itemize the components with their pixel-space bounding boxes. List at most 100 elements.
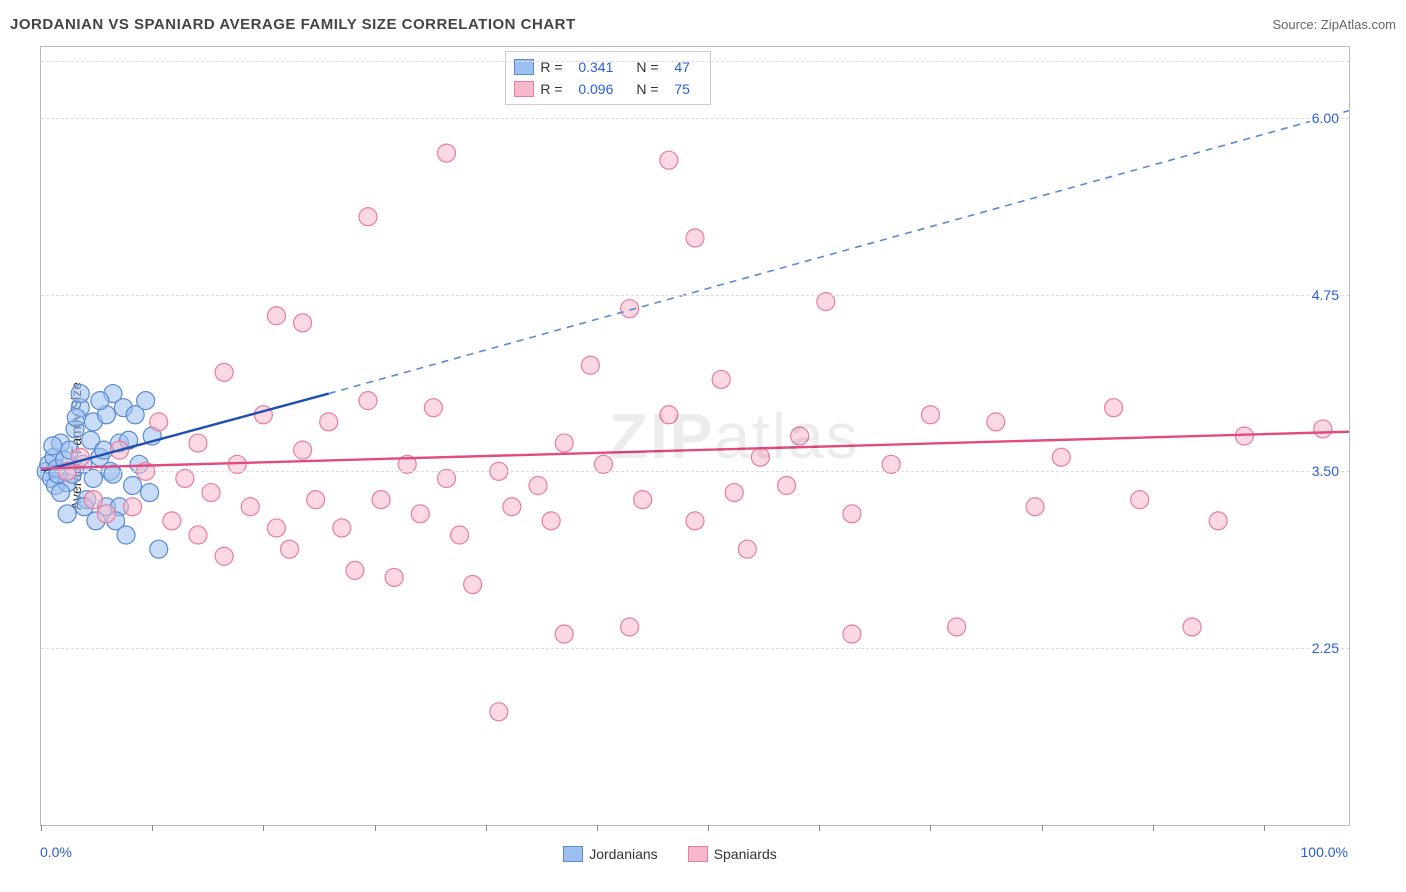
scatter-point bbox=[359, 392, 377, 410]
scatter-point bbox=[215, 363, 233, 381]
scatter-point bbox=[581, 356, 599, 374]
scatter-point bbox=[91, 392, 109, 410]
scatter-point bbox=[725, 484, 743, 502]
chart-area: ZIPatlas R =0.341N =47R =0.096N =75 6.00… bbox=[40, 46, 1350, 826]
scatter-point bbox=[320, 413, 338, 431]
scatter-point bbox=[281, 540, 299, 558]
scatter-point bbox=[1105, 399, 1123, 417]
legend-stat-row: R =0.096N =75 bbox=[514, 78, 702, 100]
legend-swatch bbox=[688, 846, 708, 862]
title-bar: JORDANIAN VS SPANIARD AVERAGE FAMILY SIZ… bbox=[10, 10, 1396, 38]
scatter-point bbox=[189, 434, 207, 452]
scatter-point bbox=[1314, 420, 1332, 438]
scatter-point bbox=[150, 540, 168, 558]
x-tick bbox=[597, 825, 598, 831]
scatter-point bbox=[124, 498, 142, 516]
scatter-point bbox=[294, 441, 312, 459]
scatter-point bbox=[686, 229, 704, 247]
scatter-point bbox=[267, 519, 285, 537]
gridline bbox=[41, 648, 1349, 649]
scatter-point bbox=[84, 491, 102, 509]
scatter-point bbox=[1183, 618, 1201, 636]
scatter-point bbox=[490, 703, 508, 721]
legend-series-label: Spaniards bbox=[714, 846, 777, 862]
legend-r-value: 0.096 bbox=[578, 81, 630, 97]
plot-svg bbox=[41, 47, 1349, 825]
scatter-point bbox=[67, 409, 85, 427]
x-axis-min-label: 0.0% bbox=[40, 844, 72, 860]
scatter-point bbox=[621, 618, 639, 636]
x-tick bbox=[1264, 825, 1265, 831]
scatter-point bbox=[1052, 448, 1070, 466]
legend-series-item: Spaniards bbox=[688, 846, 777, 862]
gridline bbox=[41, 118, 1349, 119]
legend-swatch bbox=[563, 846, 583, 862]
scatter-point bbox=[117, 526, 135, 544]
x-tick bbox=[375, 825, 376, 831]
x-tick bbox=[486, 825, 487, 831]
legend-n-label: N = bbox=[636, 81, 668, 97]
x-tick bbox=[930, 825, 931, 831]
x-tick bbox=[1153, 825, 1154, 831]
scatter-point bbox=[542, 512, 560, 530]
chart-title: JORDANIAN VS SPANIARD AVERAGE FAMILY SIZ… bbox=[10, 16, 576, 33]
scatter-point bbox=[555, 625, 573, 643]
y-tick-label: 6.00 bbox=[1310, 110, 1341, 126]
scatter-point bbox=[104, 465, 122, 483]
y-tick-label: 2.25 bbox=[1310, 640, 1341, 656]
x-tick bbox=[41, 825, 42, 831]
scatter-point bbox=[346, 561, 364, 579]
scatter-point bbox=[137, 392, 155, 410]
scatter-point bbox=[141, 484, 159, 502]
scatter-point bbox=[437, 144, 455, 162]
scatter-point bbox=[58, 505, 76, 523]
scatter-point bbox=[660, 151, 678, 169]
scatter-point bbox=[843, 625, 861, 643]
scatter-point bbox=[778, 477, 796, 495]
scatter-point bbox=[738, 540, 756, 558]
scatter-point bbox=[189, 526, 207, 544]
scatter-point bbox=[411, 505, 429, 523]
x-tick bbox=[708, 825, 709, 831]
scatter-point bbox=[660, 406, 678, 424]
scatter-point bbox=[921, 406, 939, 424]
scatter-point bbox=[987, 413, 1005, 431]
scatter-point bbox=[424, 399, 442, 417]
scatter-point bbox=[1209, 512, 1227, 530]
legend-series-item: Jordanians bbox=[563, 846, 658, 862]
scatter-point bbox=[124, 477, 142, 495]
legend-r-label: R = bbox=[540, 81, 572, 97]
scatter-point bbox=[791, 427, 809, 445]
legend-swatch bbox=[514, 81, 534, 97]
page-root: JORDANIAN VS SPANIARD AVERAGE FAMILY SIZ… bbox=[0, 0, 1406, 892]
scatter-point bbox=[529, 477, 547, 495]
scatter-point bbox=[97, 505, 115, 523]
legend-series-label: Jordanians bbox=[589, 846, 658, 862]
legend-series: Jordanians Spaniards bbox=[563, 846, 777, 862]
legend-stat-row: R =0.341N =47 bbox=[514, 56, 702, 78]
scatter-point bbox=[52, 484, 70, 502]
scatter-point bbox=[215, 547, 233, 565]
scatter-point bbox=[267, 307, 285, 325]
regression-line bbox=[41, 432, 1349, 469]
y-tick-label: 3.50 bbox=[1310, 463, 1341, 479]
scatter-point bbox=[372, 491, 390, 509]
scatter-point bbox=[634, 491, 652, 509]
scatter-point bbox=[150, 413, 168, 431]
scatter-point bbox=[44, 437, 62, 455]
gridline bbox=[41, 61, 1349, 62]
source-label: Source: ZipAtlas.com bbox=[1272, 17, 1396, 32]
scatter-point bbox=[1131, 491, 1149, 509]
scatter-point bbox=[294, 314, 312, 332]
scatter-point bbox=[241, 498, 259, 516]
x-axis-max-label: 100.0% bbox=[1301, 844, 1348, 860]
legend-stats: R =0.341N =47R =0.096N =75 bbox=[505, 51, 711, 105]
scatter-point bbox=[751, 448, 769, 466]
regression-line-dashed bbox=[329, 111, 1349, 394]
scatter-point bbox=[948, 618, 966, 636]
x-tick bbox=[152, 825, 153, 831]
scatter-point bbox=[359, 208, 377, 226]
scatter-point bbox=[843, 505, 861, 523]
scatter-point bbox=[686, 512, 704, 530]
x-tick bbox=[1042, 825, 1043, 831]
